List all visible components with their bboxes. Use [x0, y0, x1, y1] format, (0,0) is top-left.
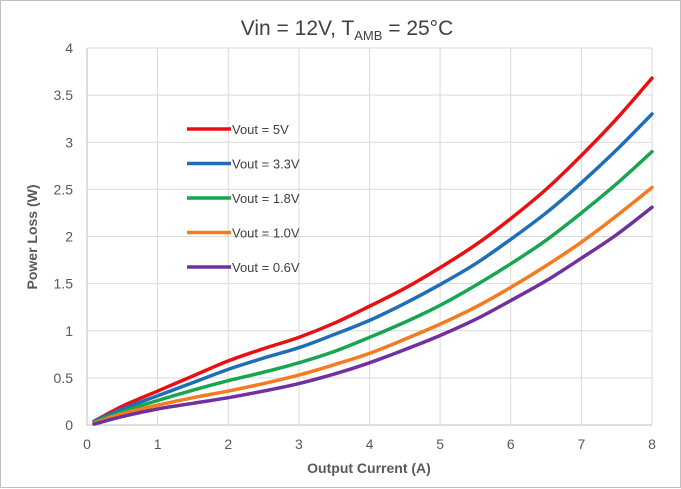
chart-title-part-2: = 25°C [382, 17, 453, 40]
y-tick-label: 1.5 [54, 276, 74, 292]
x-tick-label: 7 [577, 436, 585, 452]
x-axis-label: Output Current (A) [307, 460, 431, 476]
y-tick-label: 0.5 [54, 370, 74, 386]
legend-label: Vout = 5V [232, 122, 289, 137]
chart-title-subscript: AMB [354, 28, 382, 43]
legend-label: Vout = 3.3V [232, 157, 300, 172]
y-tick-label: 2.5 [54, 181, 74, 197]
x-tick-label: 8 [648, 436, 656, 452]
y-tick-label: 4 [65, 40, 73, 56]
series-lines [92, 76, 654, 426]
x-tick-label: 3 [295, 436, 303, 452]
series-line-vout-1-8v [92, 149, 654, 424]
series-line-vout-0-6v [92, 205, 654, 426]
axes: 0 1 2 3 4 5 6 7 8 0 0.5 1 1.5 2 2.5 3 3.5 4 [54, 40, 657, 452]
legend-label: Vout = 1.8V [232, 191, 300, 206]
series-line-vout-3-3v [92, 112, 654, 423]
x-tick-label: 6 [507, 436, 515, 452]
legend: Vout = 5V Vout = 3.3V Vout = 1.8V Vout = 1.… [187, 122, 300, 275]
y-tick-label: 0 [65, 417, 73, 433]
y-tick-label: 1 [65, 323, 73, 339]
x-tick-label: 1 [154, 436, 162, 452]
series-line-vout-5v [92, 76, 654, 423]
chart-title: Vin = 12V, TAMB = 25°C [241, 17, 454, 43]
x-tick-label: 4 [366, 436, 374, 452]
y-axis-label: Power Loss (W) [24, 184, 40, 289]
y-tick-label: 3 [65, 134, 73, 150]
gridlines [87, 47, 653, 425]
legend-label: Vout = 1.0V [232, 226, 300, 241]
y-tick-label: 3.5 [54, 87, 74, 103]
x-tick-label: 2 [224, 436, 232, 452]
series-line-vout-1-0v [92, 185, 654, 425]
y-tick-label: 2 [65, 229, 73, 245]
chart-title-part-1: Vin = 12V, T [241, 17, 355, 40]
legend-label: Vout = 0.6V [232, 260, 300, 275]
x-tick-label: 0 [83, 436, 91, 452]
x-tick-label: 5 [436, 436, 444, 452]
